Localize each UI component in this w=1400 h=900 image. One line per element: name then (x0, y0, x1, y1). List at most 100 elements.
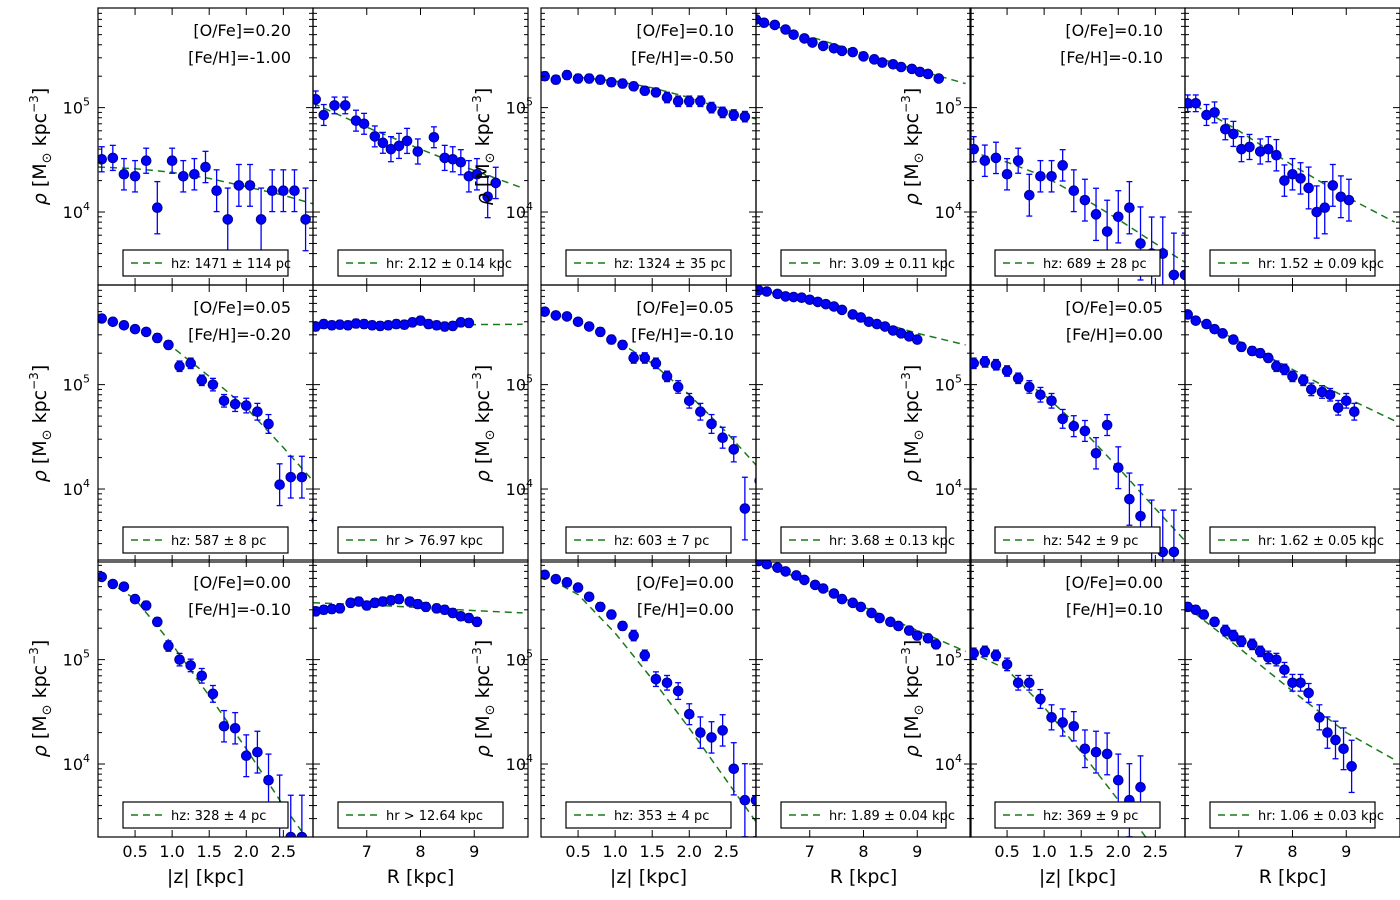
z-subplot: 0.5 1.0 1.5 2.0 2.5 hz: 353 ± 4 pc [O/Fe]=0.00… (540, 559, 757, 861)
z-data-point (970, 358, 980, 369)
z-data-point (218, 395, 230, 407)
y-axis-label-unit: [M (472, 440, 494, 470)
y-axis-label: ρ [M⊙ kpc−3] (470, 88, 498, 206)
z-data-point (296, 831, 308, 837)
r-data-point (1338, 743, 1349, 755)
z-data-point (1012, 372, 1024, 384)
y-tick-exponent: 4 (955, 477, 962, 490)
y-axis-label: ρ [M⊙ kpc−3] (899, 365, 927, 483)
r-data-point (1279, 175, 1290, 186)
z-data-point (683, 395, 695, 407)
legend-label: hr: 1.62 ± 0.05 kpc (1258, 534, 1384, 549)
feh-annotation: [Fe/H]=-0.20 (188, 325, 291, 344)
r-data-point (858, 51, 869, 62)
legend-box (994, 249, 1161, 277)
z-data-point (98, 571, 108, 583)
y-tick-label: 105 (63, 96, 90, 118)
z-data-point (1035, 389, 1046, 401)
x-tick-label: 7 (362, 842, 372, 861)
z-data-point (255, 214, 267, 225)
r-data-point (1201, 318, 1212, 330)
y-axis-label-unit: [M (29, 440, 51, 470)
z-data-point (163, 339, 174, 351)
legend-label: hz: 353 ± 4 pc (614, 809, 709, 824)
y-tick-exponent: 5 (83, 373, 90, 386)
r-data-point (1254, 347, 1266, 359)
z-data-point (672, 95, 684, 107)
legend-box (122, 249, 289, 277)
y-tick-base: 10 (506, 755, 526, 774)
y-tick-base: 10 (506, 376, 526, 395)
y-axis-label-unit: [M (472, 715, 494, 745)
legend-box (994, 526, 1161, 554)
x-tick-label: 1.0 (1031, 842, 1056, 861)
r-data-point (780, 566, 791, 577)
r-data-point (836, 45, 848, 57)
r-data-point (1279, 664, 1290, 676)
r-data-point (1209, 107, 1220, 118)
z-data-point (1124, 493, 1135, 505)
y-axis-label-sun: ⊙ (40, 429, 55, 440)
y-axis-label-unit: [M (901, 715, 923, 745)
z-subplot: hz: 587 ± 8 pc [O/Fe]=0.05 [Fe/H]=-0.20 (97, 284, 314, 563)
z-data-point (289, 185, 300, 197)
x-axis-label-r: R [kpc] (830, 866, 898, 888)
r-data-point (769, 19, 781, 31)
z-data-point (1079, 425, 1091, 437)
r-data-point (1271, 654, 1282, 665)
z-data-point (1168, 546, 1180, 558)
x-tick-label: 0.5 (122, 842, 147, 861)
z-data-point (263, 418, 274, 430)
r-data-point (1295, 677, 1306, 689)
r-axes-frame (755, 559, 972, 838)
r-data-point (930, 639, 942, 650)
x-tick-label: 2.0 (677, 842, 702, 861)
y-tick-base: 10 (63, 480, 83, 499)
y-tick-exponent: 4 (83, 477, 90, 490)
y-tick-label: 104 (935, 477, 962, 499)
z-data-point (107, 152, 119, 164)
z-data-point (196, 670, 208, 682)
y-tick-base: 10 (935, 203, 955, 222)
r-data-point (1244, 141, 1255, 153)
y-tick-base: 10 (935, 480, 955, 499)
x-tick-label: 9 (1341, 842, 1351, 861)
z-data-point (140, 326, 152, 338)
z-legend: hz: 542 ± 9 pc (994, 526, 1161, 554)
feh-annotation: [Fe/H]=0.00 (637, 600, 734, 619)
feh-annotation: [Fe/H]=-0.10 (631, 325, 734, 344)
z-data-point (196, 375, 208, 386)
r-plot-area (1185, 94, 1395, 239)
r-data-point (1246, 639, 1258, 650)
z-data-point (572, 582, 584, 593)
z-data-point (717, 725, 728, 736)
z-data-point (1057, 413, 1068, 425)
z-data-point (706, 102, 717, 113)
r-axes-frame (755, 7, 972, 286)
ofe-annotation: [O/Fe]=0.00 (193, 573, 291, 592)
r-data-point (1297, 375, 1309, 386)
legend-box (122, 801, 289, 829)
z-data-point (118, 320, 130, 331)
r-axes-frame (755, 284, 972, 563)
r-data-point (866, 607, 877, 619)
r-subplot: hr > 76.97 kpc (312, 284, 529, 563)
r-data-point (1217, 328, 1228, 339)
legend-box (1209, 801, 1376, 829)
z-data-point (189, 168, 200, 180)
r-data-point (817, 583, 829, 594)
r-data-point (761, 560, 773, 570)
y-axis-label-rho: ρ (29, 745, 51, 757)
r-subplot: 7 8 9 hr: 1.06 ± 0.03 kpc (1184, 559, 1400, 861)
x-tick-label: 0.5 (565, 842, 590, 861)
y-axis-label-rho: ρ (901, 470, 923, 482)
r-data-point (1349, 406, 1360, 418)
y-tick-exponent: 4 (83, 752, 90, 765)
x-tick-label: 0.5 (994, 842, 1019, 861)
y-tick-label: 104 (63, 477, 90, 499)
z-data-point (979, 356, 991, 368)
legend-box (337, 526, 504, 554)
y-axis-label-rho: ρ (29, 193, 51, 205)
legend-label: hz: 542 ± 9 pc (1043, 534, 1138, 549)
